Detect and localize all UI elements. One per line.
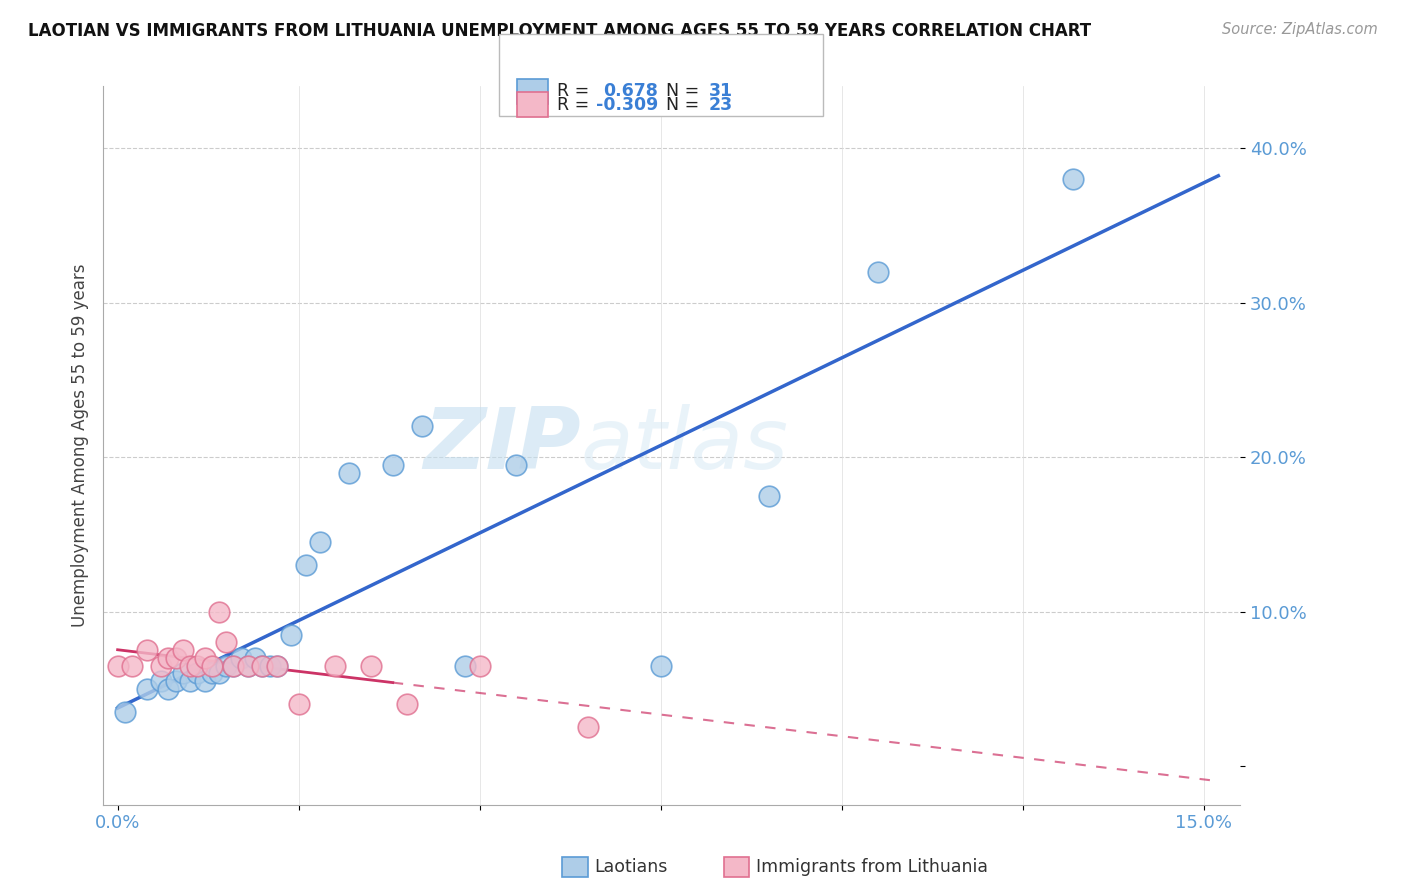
Y-axis label: Unemployment Among Ages 55 to 59 years: Unemployment Among Ages 55 to 59 years [72, 264, 89, 627]
Text: Source: ZipAtlas.com: Source: ZipAtlas.com [1222, 22, 1378, 37]
Point [866, 265, 889, 279]
Point [208, 666, 231, 681]
Point [135, 643, 157, 657]
Point [758, 489, 780, 503]
Point [157, 681, 180, 696]
Point [650, 658, 672, 673]
Point [193, 651, 215, 665]
Point [114, 705, 136, 719]
Point [229, 651, 252, 665]
Point [411, 419, 433, 434]
Text: 23: 23 [709, 96, 733, 114]
Point [266, 658, 288, 673]
Point [454, 658, 477, 673]
Point [186, 658, 208, 673]
Point [222, 658, 245, 673]
Point [396, 698, 419, 712]
Text: LAOTIAN VS IMMIGRANTS FROM LITHUANIA UNEMPLOYMENT AMONG AGES 55 TO 59 YEARS CORR: LAOTIAN VS IMMIGRANTS FROM LITHUANIA UNE… [28, 22, 1091, 40]
Point [468, 658, 491, 673]
Point [505, 458, 527, 472]
Point [179, 658, 201, 673]
Point [252, 658, 274, 673]
Point [1063, 172, 1085, 186]
Text: 0.678: 0.678 [603, 82, 658, 101]
Text: R =: R = [557, 96, 589, 114]
Point [121, 658, 143, 673]
Point [360, 658, 382, 673]
Point [150, 658, 173, 673]
Point [576, 721, 599, 735]
Text: Laotians: Laotians [595, 858, 668, 876]
Point [280, 628, 302, 642]
Point [107, 658, 129, 673]
Point [252, 658, 274, 673]
Point [323, 658, 346, 673]
Text: R =: R = [557, 82, 589, 101]
Text: ZIP: ZIP [423, 404, 581, 487]
Point [172, 666, 194, 681]
Point [135, 681, 157, 696]
Point [381, 458, 404, 472]
Point [208, 605, 231, 619]
Text: -0.309: -0.309 [596, 96, 658, 114]
Point [186, 666, 208, 681]
Point [165, 674, 187, 689]
Point [179, 674, 201, 689]
Point [309, 535, 332, 549]
Text: 31: 31 [709, 82, 733, 101]
Point [201, 658, 224, 673]
Text: N =: N = [666, 96, 700, 114]
Point [245, 651, 267, 665]
Point [266, 658, 288, 673]
Point [172, 643, 194, 657]
Point [193, 674, 215, 689]
Point [215, 658, 238, 673]
Point [222, 658, 245, 673]
Text: atlas: atlas [581, 404, 789, 487]
Point [259, 658, 281, 673]
Point [157, 651, 180, 665]
Point [236, 658, 259, 673]
Point [295, 558, 318, 573]
Text: Immigrants from Lithuania: Immigrants from Lithuania [756, 858, 988, 876]
Point [287, 698, 309, 712]
Point [201, 666, 224, 681]
Point [215, 635, 238, 649]
Text: N =: N = [666, 82, 700, 101]
Point [150, 674, 173, 689]
Point [165, 651, 187, 665]
Point [236, 658, 259, 673]
Point [337, 466, 360, 480]
